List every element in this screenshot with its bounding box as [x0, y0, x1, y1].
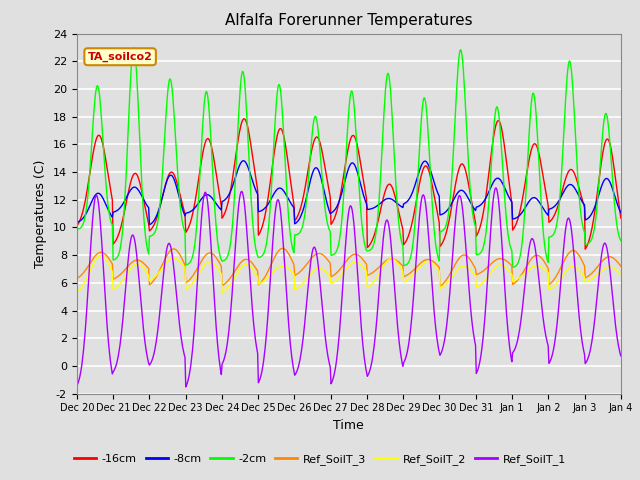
Line: -2cm: -2cm: [77, 48, 621, 267]
Ref_SoilT_1: [182, 384, 189, 390]
-16cm: [73, 223, 81, 229]
Ref_SoilT_3: [223, 279, 230, 285]
Ref_SoilT_1: [83, 308, 90, 314]
Ref_SoilT_2: [224, 285, 232, 290]
Ref_SoilT_1: [492, 185, 500, 191]
-2cm: [83, 204, 90, 210]
Ref_SoilT_1: [416, 213, 424, 218]
-16cm: [431, 200, 439, 206]
Ref_SoilT_2: [417, 263, 424, 269]
-8cm: [139, 195, 147, 201]
Text: TA_soilco2: TA_soilco2: [88, 51, 152, 62]
-16cm: [83, 191, 90, 196]
-8cm: [195, 200, 202, 206]
-16cm: [581, 246, 589, 252]
Ref_SoilT_2: [140, 265, 147, 271]
Line: Ref_SoilT_1: Ref_SoilT_1: [77, 188, 621, 387]
-16cm: [194, 181, 202, 187]
-8cm: [617, 210, 625, 216]
-2cm: [431, 240, 439, 245]
Line: Ref_SoilT_2: Ref_SoilT_2: [77, 255, 621, 293]
-8cm: [73, 219, 81, 225]
-8cm: [239, 158, 247, 164]
-16cm: [617, 215, 625, 221]
Ref_SoilT_3: [139, 260, 147, 265]
X-axis label: Time: Time: [333, 419, 364, 432]
Ref_SoilT_2: [433, 264, 440, 270]
Ref_SoilT_1: [617, 353, 625, 359]
Ref_SoilT_3: [617, 263, 625, 269]
-8cm: [145, 222, 153, 228]
Line: -16cm: -16cm: [77, 119, 621, 249]
Ref_SoilT_3: [73, 276, 81, 281]
Ref_SoilT_2: [617, 271, 625, 276]
Ref_SoilT_2: [218, 290, 226, 296]
-16cm: [416, 180, 424, 186]
-2cm: [195, 195, 202, 201]
Ref_SoilT_1: [431, 323, 439, 328]
Y-axis label: Temperatures (C): Temperatures (C): [35, 159, 47, 268]
Ref_SoilT_2: [195, 271, 202, 277]
Line: Ref_SoilT_3: Ref_SoilT_3: [77, 248, 621, 286]
Title: Alfalfa Forerunner Temperatures: Alfalfa Forerunner Temperatures: [225, 13, 472, 28]
-2cm: [509, 264, 516, 270]
Line: -8cm: -8cm: [77, 161, 621, 225]
-16cm: [139, 192, 147, 198]
-2cm: [140, 208, 147, 214]
Ref_SoilT_1: [139, 318, 147, 324]
Ref_SoilT_2: [73, 289, 81, 295]
-2cm: [416, 145, 424, 151]
Ref_SoilT_3: [416, 261, 424, 267]
-2cm: [617, 238, 625, 243]
Ref_SoilT_1: [73, 383, 81, 389]
Legend: -16cm, -8cm, -2cm, Ref_SoilT_3, Ref_SoilT_2, Ref_SoilT_1: -16cm, -8cm, -2cm, Ref_SoilT_3, Ref_Soil…: [69, 450, 571, 469]
-8cm: [223, 194, 231, 200]
-16cm: [223, 205, 230, 211]
-2cm: [73, 227, 81, 232]
Ref_SoilT_2: [83, 276, 90, 281]
-8cm: [433, 186, 440, 192]
Ref_SoilT_3: [431, 261, 439, 266]
Ref_SoilT_1: [223, 340, 231, 346]
Ref_SoilT_3: [279, 245, 287, 251]
Ref_SoilT_3: [436, 283, 444, 289]
-8cm: [83, 210, 90, 216]
Ref_SoilT_3: [194, 264, 202, 270]
-2cm: [223, 254, 231, 260]
-8cm: [417, 165, 424, 171]
-16cm: [240, 116, 248, 121]
Ref_SoilT_3: [83, 265, 90, 271]
Ref_SoilT_2: [97, 252, 105, 258]
-2cm: [130, 45, 138, 50]
Ref_SoilT_1: [195, 259, 202, 264]
